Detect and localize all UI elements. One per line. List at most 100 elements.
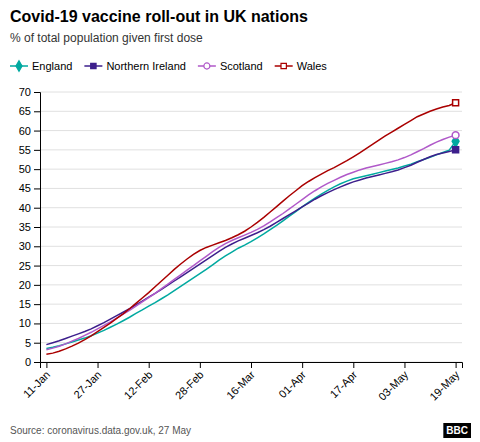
- y-tick-mark: [34, 92, 40, 93]
- series-line: [46, 103, 455, 354]
- x-tick-label: 17-Apr: [327, 368, 359, 400]
- x-tick: 28-Feb: [173, 362, 206, 401]
- y-tick: 30: [19, 240, 40, 252]
- y-tick-label: 25: [19, 260, 31, 272]
- grid-line: [40, 92, 462, 93]
- y-tick-label: 60: [19, 125, 31, 137]
- logo-box: [443, 423, 471, 438]
- legend-marker: [16, 61, 22, 72]
- y-tick: 65: [19, 105, 40, 117]
- legend-label: Northern Ireland: [106, 60, 186, 72]
- legend-marker: [204, 63, 210, 69]
- y-tick-label: 55: [19, 144, 31, 156]
- series-line: [46, 135, 455, 349]
- y-tick-mark: [34, 169, 40, 170]
- x-tick-mark: [404, 362, 405, 368]
- y-tick: 15: [19, 298, 40, 310]
- legend-label: Scotland: [220, 60, 263, 72]
- x-tick-label: 01-Apr: [276, 368, 308, 400]
- legend-label: England: [32, 60, 72, 72]
- end-marker: [452, 132, 459, 139]
- x-tick-mark: [456, 362, 457, 368]
- grid-line: [40, 284, 462, 285]
- y-tick: 0: [25, 356, 40, 368]
- grid-line: [40, 188, 462, 189]
- legend: England Northern Ireland Scotland Wales: [10, 60, 327, 72]
- title: Covid-19 vaccine roll-out in UK nations: [10, 8, 308, 25]
- grid-line: [40, 246, 462, 247]
- x-axis-line: [41, 363, 463, 369]
- x-tick-mark: [353, 362, 354, 368]
- y-tick: 60: [19, 125, 40, 137]
- y-tick-mark: [34, 150, 40, 151]
- source: Source: coronavirus.data.gov.uk, 27 May: [10, 425, 191, 436]
- legend-item: England: [10, 60, 72, 72]
- grid-line: [40, 149, 462, 150]
- y-tick-label: 70: [19, 86, 31, 98]
- x-tick-mark: [98, 362, 99, 368]
- x-tick: 03-May: [376, 362, 411, 403]
- legend-marker: [281, 63, 286, 68]
- y-tick-label: 40: [19, 202, 31, 214]
- y-tick-mark: [34, 111, 40, 112]
- y-tick-label: 35: [19, 221, 31, 233]
- x-axis: 11-Jan 27-Jan 12-Feb 28-Feb 16-Mar 01-Apr 17-A…: [21, 362, 463, 403]
- x-tick-mark: [302, 362, 303, 368]
- x-tick-label: 03-May: [376, 368, 411, 403]
- x-tick: 27-Jan: [71, 362, 103, 401]
- y-tick-label: 5: [25, 337, 31, 349]
- y-tick-mark: [34, 266, 40, 267]
- y-tick-mark: [34, 285, 40, 286]
- y-tick-mark: [34, 304, 40, 305]
- y-tick-label: 10: [19, 317, 31, 329]
- x-tick-label: 19-May: [427, 368, 462, 403]
- chart: Covid-19 vaccine roll-out in UK nations%…: [0, 0, 480, 442]
- legend-item: Wales: [275, 60, 328, 72]
- y-tick-label: 20: [19, 279, 31, 291]
- grid-line: [40, 304, 462, 305]
- y-tick-label: 45: [19, 182, 31, 194]
- legend-label: Wales: [297, 60, 328, 72]
- x-tick: 12-Feb: [122, 362, 155, 401]
- legend-item: Northern Ireland: [84, 60, 186, 72]
- end-marker: [453, 100, 459, 106]
- y-axis: 0510152025303540455055606570: [19, 86, 41, 368]
- y-tick-mark: [34, 208, 40, 209]
- y-tick-label: 30: [19, 240, 31, 252]
- plot-area: 051015202530354045505560657011-Jan27-Jan…: [19, 86, 463, 403]
- x-tick-label: 28-Feb: [173, 368, 206, 401]
- annotation: BBC: [446, 425, 468, 436]
- x-tick: 11-Jan: [21, 362, 53, 400]
- y-tick: 45: [19, 182, 40, 194]
- x-tick-label: 11-Jan: [21, 368, 53, 400]
- end-marker: [453, 147, 459, 153]
- series-line: [46, 150, 455, 345]
- y-tick: 5: [25, 337, 40, 349]
- y-tick-mark: [34, 343, 40, 344]
- y-tick-mark: [34, 227, 40, 228]
- x-tick-mark: [149, 362, 150, 368]
- y-tick-mark: [34, 246, 40, 247]
- x-tick-label: 12-Feb: [122, 368, 155, 401]
- logo: BBC: [443, 423, 471, 438]
- grid-line: [40, 207, 462, 208]
- legend-item: Scotland: [198, 60, 263, 72]
- y-tick: 40: [19, 202, 40, 214]
- y-tick: 35: [19, 221, 40, 233]
- x-tick-label: 16-Mar: [224, 368, 257, 401]
- y-tick-mark: [34, 188, 40, 189]
- grid-line: [40, 111, 462, 112]
- subtitle: % of total population given first dose: [10, 31, 203, 45]
- y-tick-mark: [34, 362, 40, 363]
- y-tick-mark: [34, 131, 40, 132]
- y-tick: 55: [19, 144, 40, 156]
- y-tick-mark: [34, 323, 40, 324]
- y-tick: 20: [19, 279, 40, 291]
- x-tick-label: 27-Jan: [71, 368, 103, 400]
- x-tick: 19-May: [427, 362, 462, 403]
- y-axis-line: [34, 93, 41, 363]
- y-tick: 10: [19, 317, 40, 329]
- x-tick-mark: [46, 362, 47, 368]
- grid-line: [40, 265, 462, 266]
- x-tick: 17-Apr: [327, 362, 359, 400]
